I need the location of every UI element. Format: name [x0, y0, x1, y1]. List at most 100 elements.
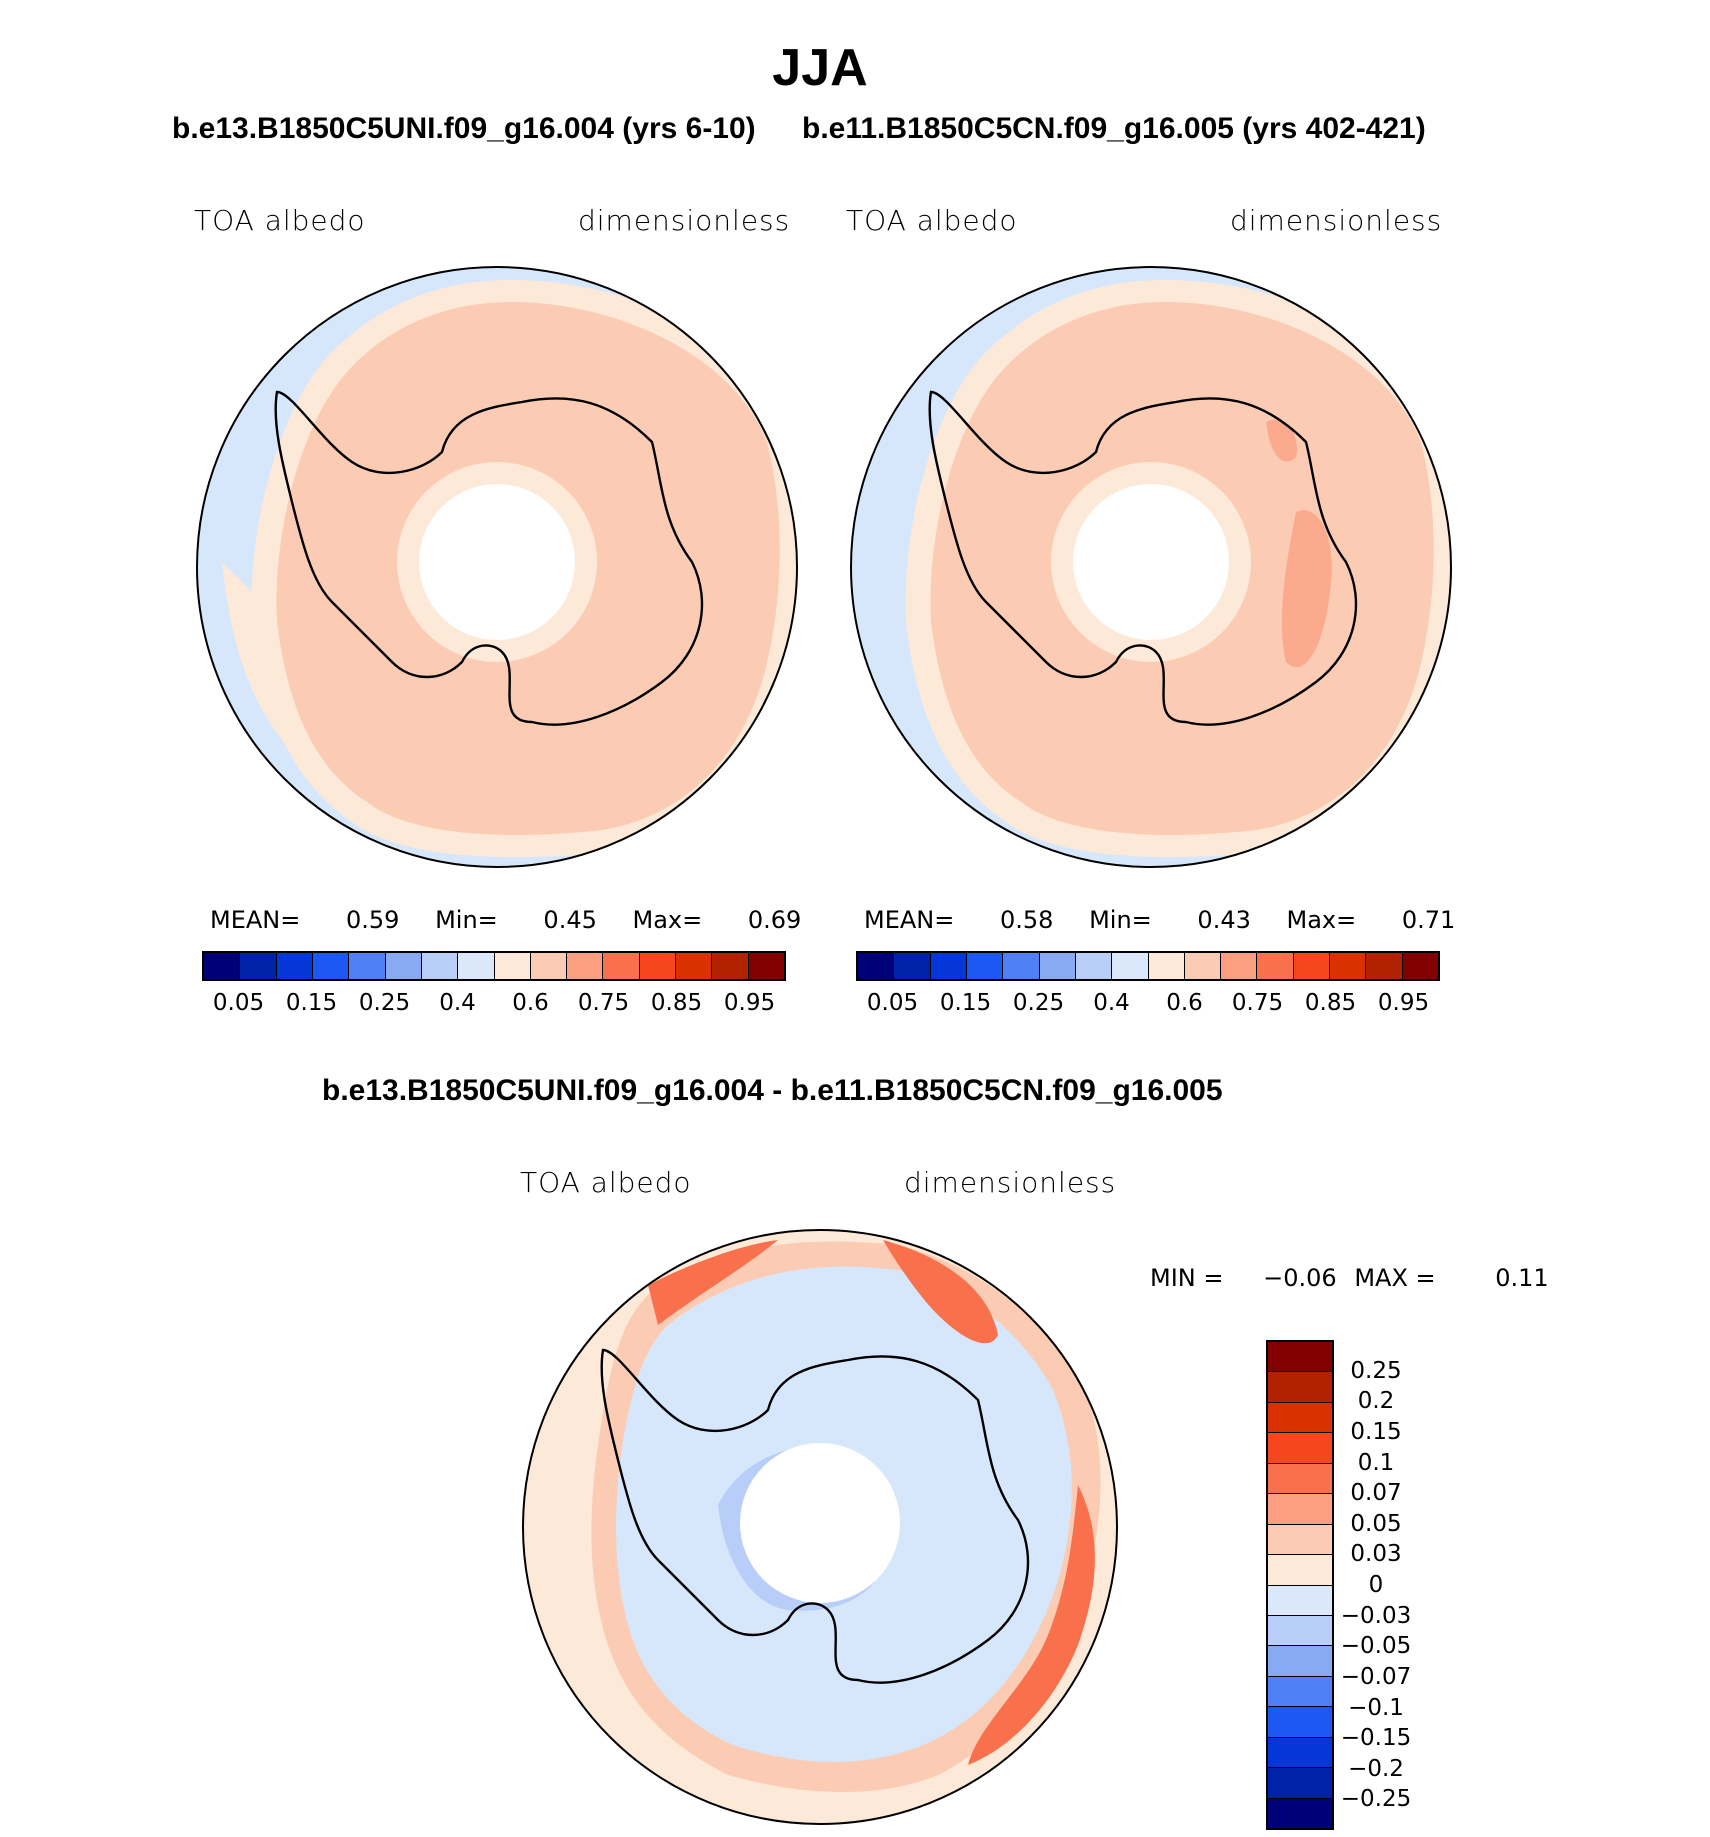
panel-left-colorbar-tick-label: 0.4: [439, 990, 476, 1016]
diff-colorbar-labels: 0.25 0.2 0.15 0.1 0.07 0.05 0.03 0 −0.03 −0.05 −0.…: [1341, 1340, 1416, 1830]
panel-left-colorbar-box: [639, 953, 677, 979]
panel-left-stats: MEAN= 0.59 Min= 0.45 Max= 0.69: [210, 906, 801, 934]
panel-right-colorbar-tick-label: 0.05: [866, 990, 919, 1016]
figure-title: JJA: [772, 39, 868, 97]
panel-right-colorbar-box: [1184, 953, 1222, 979]
diff-units-label: dimensionless: [904, 1166, 1117, 1199]
diff-colorbar: [1266, 1340, 1334, 1830]
east-antarctica-high-patch: [1281, 510, 1332, 668]
max-value: 0.11: [1495, 1264, 1549, 1292]
diff-colorbar-tick-label: −0.2: [1348, 1755, 1404, 1782]
min-label: Min=: [435, 906, 498, 934]
panel-right-colorbar-box: [1366, 953, 1403, 979]
panel-left-colorbar-box: [385, 953, 422, 979]
positive-diff-streak-east: [968, 1485, 1095, 1765]
positive-diff-streak-north: [883, 1240, 998, 1344]
panel-left-colorbar-box: [603, 953, 640, 979]
max-label: Max=: [1286, 906, 1357, 934]
panel-right-colorbar-box: [1293, 953, 1331, 979]
panel-left-colorbar-box: [567, 953, 604, 979]
max-value: 0.71: [1401, 906, 1456, 934]
panel-right-colorbar-tick-label: 0.15: [939, 990, 992, 1016]
panel-left-colorbar-box: [240, 953, 277, 979]
diff-colorbar-box: [1268, 1494, 1332, 1525]
antarctica-coastline: [600, 1348, 1030, 1684]
panel-right-units-label: dimensionless: [1230, 204, 1443, 237]
diff-polar-map: [522, 1229, 1118, 1825]
panel-right-colorbar-tick-label: 0.85: [1304, 990, 1357, 1016]
panel-right-colorbar-box: [1039, 953, 1076, 979]
diff-colorbar-tick-label: 0.25: [1350, 1357, 1402, 1384]
panel-left-colorbar-tick-label: 0.95: [723, 990, 776, 1016]
panel-left-colorbar-box: [349, 953, 386, 979]
panel-right-colorbar-tick-label: 0.4: [1093, 990, 1130, 1016]
diff-colorbar-tick-label: 0: [1368, 1572, 1384, 1598]
panel-right-colorbar-box: [930, 953, 967, 979]
diff-colorbar-tick-label: 0.05: [1350, 1510, 1402, 1537]
diff-colorbar-box: [1268, 1402, 1332, 1434]
panel-left-colorbar-tick-label: 0.85: [650, 990, 703, 1016]
panel-left-colorbar-tick-label: 0.05: [212, 990, 265, 1016]
diff-case-title: b.e13.B1850C5UNI.f09_g16.004 - b.e11.B18…: [322, 1074, 1223, 1107]
panel-right-colorbar-box: [1148, 953, 1185, 979]
mean-label: MEAN=: [210, 906, 301, 934]
min-label: Min=: [1089, 906, 1152, 934]
diff-colorbar-tick-label: −0.05: [1340, 1633, 1412, 1660]
diff-colorbar-tick-label: −0.07: [1340, 1663, 1412, 1690]
diff-colorbar-tick-label: 0.1: [1357, 1449, 1395, 1476]
panel-left-colorbar-box: [276, 953, 313, 979]
mean-value: 0.59: [346, 906, 400, 934]
panel-left-colorbar-box: [204, 953, 241, 979]
plateau-high-patch: [1266, 419, 1297, 462]
diff-colorbar-box: [1268, 1433, 1332, 1464]
panel-right-colorbar-box: [1112, 953, 1149, 979]
panel-left-colorbar-box: [530, 953, 568, 979]
map-boundary: [850, 266, 1452, 868]
diff-colorbar-box: [1268, 1463, 1332, 1495]
diff-colorbar-tick-label: 0.15: [1350, 1418, 1402, 1445]
panel-right-colorbar-tick-label: 0.95: [1377, 990, 1430, 1016]
panel-right-colorbar-tick-label: 0.25: [1012, 990, 1065, 1016]
diff-colorbar-tick-label: −0.25: [1340, 1786, 1412, 1813]
panel-right-colorbar-box: [1221, 953, 1258, 979]
diff-stats: MIN = −0.06 MAX = 0.11: [1150, 1264, 1549, 1292]
south-america-patch: [222, 562, 302, 762]
antarctica-coastline: [274, 390, 704, 726]
panel-left-colorbar-tick-label: 0.15: [285, 990, 338, 1016]
min-value: 0.43: [1197, 906, 1251, 934]
panel-left-colorbar-box: [458, 953, 495, 979]
map-boundary: [196, 266, 798, 868]
diff-colorbar-tick-label: 0.2: [1357, 1388, 1395, 1415]
polar-no-data-hole: [740, 1443, 900, 1603]
panel-left-polar-map: [196, 266, 798, 868]
diff-colorbar-box: [1268, 1676, 1332, 1708]
panel-left-var-label: TOA albedo: [194, 204, 366, 237]
mean-label: MEAN=: [864, 906, 955, 934]
max-label: Max=: [632, 906, 703, 934]
panel-right-colorbar-box: [966, 953, 1004, 979]
panel-right-colorbar-tick-label: 0.6: [1166, 990, 1203, 1016]
panel-right-colorbar-tick-label: 0.75: [1231, 990, 1284, 1016]
panel-right-colorbar-labels: 0.05 0.15 0.25 0.4 0.6 0.75 0.85 0.95: [856, 990, 1440, 1020]
panel-right-stats: MEAN= 0.58 Min= 0.43 Max= 0.71: [864, 906, 1455, 934]
panel-left-colorbar-tick-label: 0.75: [577, 990, 630, 1016]
panel-left-case-title: b.e13.B1850C5UNI.f09_g16.004 (yrs 6-10): [172, 112, 756, 145]
panel-left-colorbar-tick-label: 0.6: [512, 990, 549, 1016]
panel-left-colorbar-box: [312, 953, 350, 979]
panel-right-colorbar-box: [1330, 953, 1367, 979]
panel-left-colorbar-box: [712, 953, 749, 979]
diff-colorbar-box: [1268, 1342, 1332, 1373]
polar-no-data-hole: [419, 484, 575, 640]
panel-left-colorbar: [202, 951, 786, 981]
panel-right-var-label: TOA albedo: [846, 204, 1018, 237]
diff-colorbar-box: [1268, 1372, 1332, 1403]
diff-colorbar-tick-label: −0.03: [1340, 1602, 1412, 1629]
panel-right-polar-map: [850, 266, 1452, 868]
panel-right-colorbar-box: [1257, 953, 1294, 979]
panel-right-colorbar-box: [858, 953, 895, 979]
diff-colorbar-box: [1268, 1737, 1332, 1769]
antarctica-coastline: [928, 390, 1358, 726]
panel-right-colorbar-box: [1003, 953, 1040, 979]
panel-left-colorbar-labels: 0.05 0.15 0.25 0.4 0.6 0.75 0.85 0.95: [202, 990, 786, 1020]
polar-no-data-hole: [1073, 484, 1229, 640]
